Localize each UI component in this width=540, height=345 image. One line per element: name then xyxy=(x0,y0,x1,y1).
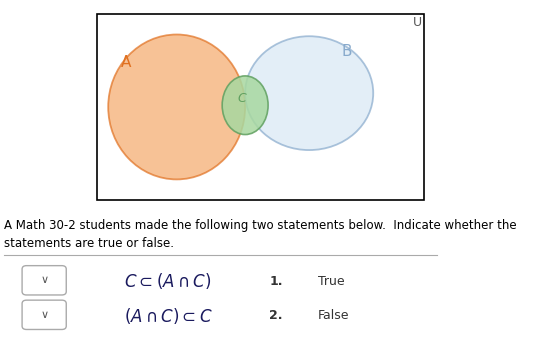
Text: ∨: ∨ xyxy=(40,310,48,320)
Text: A: A xyxy=(121,55,131,70)
Text: 1.: 1. xyxy=(269,275,282,288)
Text: A Math 30-2 students made the following two statements below.  Indicate whether : A Math 30-2 students made the following … xyxy=(4,219,517,233)
FancyBboxPatch shape xyxy=(22,300,66,329)
Ellipse shape xyxy=(108,34,245,179)
Text: statements are true or false.: statements are true or false. xyxy=(4,237,174,250)
FancyBboxPatch shape xyxy=(97,14,424,200)
Text: False: False xyxy=(318,309,349,322)
Text: U: U xyxy=(413,16,422,29)
Text: B: B xyxy=(341,44,352,59)
Ellipse shape xyxy=(222,76,268,135)
FancyBboxPatch shape xyxy=(22,266,66,295)
Text: True: True xyxy=(318,275,345,288)
Text: $(A \cap C) \subset C$: $(A \cap C) \subset C$ xyxy=(124,306,212,326)
Text: ∨: ∨ xyxy=(40,275,48,285)
Text: $C \subset (A \cap C)$: $C \subset (A \cap C)$ xyxy=(124,271,212,291)
Text: 2.: 2. xyxy=(269,309,282,322)
Ellipse shape xyxy=(245,36,373,150)
Text: C: C xyxy=(238,92,246,105)
